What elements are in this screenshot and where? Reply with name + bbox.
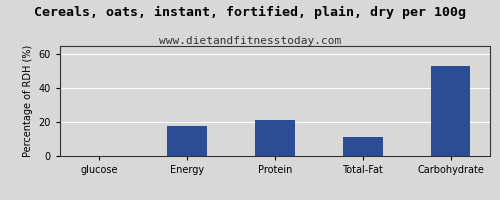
Bar xyxy=(255,120,295,156)
Bar xyxy=(168,126,207,156)
Bar xyxy=(343,137,382,156)
Text: Cereals, oats, instant, fortified, plain, dry per 100g: Cereals, oats, instant, fortified, plain… xyxy=(34,6,466,19)
Y-axis label: Percentage of RDH (%): Percentage of RDH (%) xyxy=(23,45,33,157)
Text: www.dietandfitnesstoday.com: www.dietandfitnesstoday.com xyxy=(159,36,341,46)
Bar xyxy=(431,66,470,156)
